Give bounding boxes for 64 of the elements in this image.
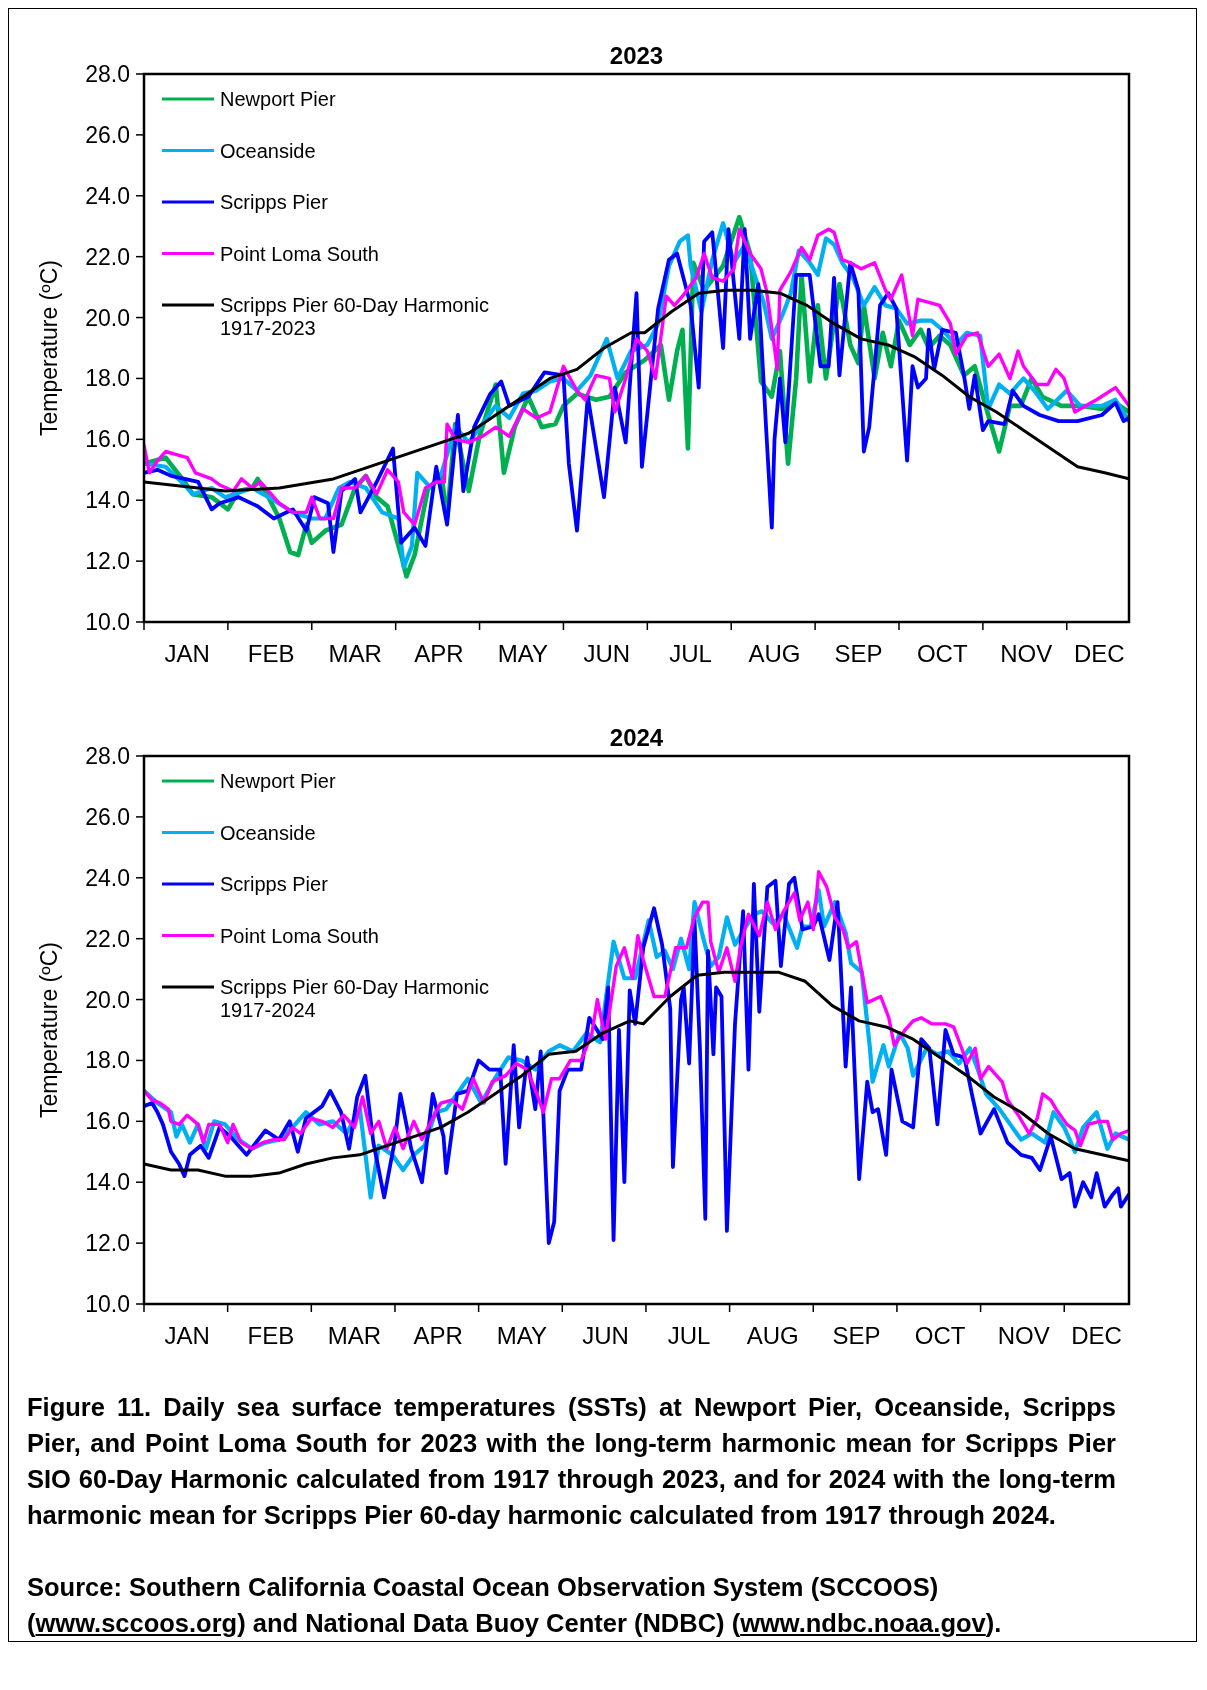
y-axis-title: Temperature (ºC) (36, 260, 62, 436)
legend-label: Oceanside (220, 821, 316, 844)
x-tick-label: SEP (834, 640, 883, 667)
y-tick-label: 28.0 (85, 743, 130, 770)
y-tick-label: 12.0 (85, 548, 130, 575)
y-tick-label: 22.0 (85, 243, 130, 270)
x-tick-label: MAY (496, 1322, 547, 1349)
y-tick-label: 28.0 (85, 61, 130, 88)
x-tick-label: AUG (746, 1322, 799, 1349)
x-tick-label: OCT (916, 640, 968, 667)
y-tick-label: 26.0 (85, 803, 130, 830)
y-tick-label: 20.0 (85, 986, 130, 1013)
line-series (144, 288, 1129, 493)
x-tick-label: APR (414, 640, 464, 667)
x-tick-label: JAN (164, 640, 210, 667)
y-tick-label: 10.0 (85, 609, 130, 636)
y-axis-title: Temperature (ºC) (36, 942, 62, 1118)
source-note: Source: Southern California Coastal Ocean Observation System (SCCOOS) (www.sccoos.org) and National Data Buoy Center (NDBC) (www.ndbc.noaa.gov). (27, 1573, 1002, 1637)
line-series (144, 869, 1129, 1151)
line-series (144, 875, 1129, 1246)
y-tick-label: 10.0 (85, 1291, 130, 1318)
x-tick-label: MAR (328, 640, 382, 667)
x-tick-label: FEB (247, 640, 295, 667)
x-tick-label: MAY (497, 640, 548, 667)
x-tick-label: FEB (247, 1322, 295, 1349)
chart-title: 2023 (609, 42, 664, 69)
legend-label: Point Loma South (220, 242, 379, 265)
x-tick-label: MAR (327, 1322, 382, 1349)
x-tick-label: JUN (583, 640, 631, 667)
line-series (144, 970, 1129, 1178)
x-tick-label: OCT (914, 1322, 966, 1349)
x-tick-label: DEC (1073, 640, 1125, 667)
y-tick-label: 26.0 (85, 121, 130, 148)
y-tick-label: 22.0 (85, 925, 130, 952)
legend-label: Newport Pier (220, 88, 336, 110)
caption: Figure 11. Daily sea surface temperatures (SSTs) at Newport Pier, Oceanside, Scripps Pier, and Point Loma South for 2023 with the long-term harmonic mean for Scripps Pier SIO 60-Day Harmonic calculated from 1917 through 2023, and for 2024 with the long-term harmonic mean for Scripps Pier 60-day harmonic calculated from 1917 through 2024. (27, 1393, 1116, 1529)
legend-label: Scripps Pier 60-Day Harmonic 1917-2024 (220, 976, 489, 1021)
y-tick-label: 16.0 (85, 1108, 130, 1135)
x-tick-label: JUL (667, 1322, 711, 1349)
y-tick-label: 16.0 (85, 426, 130, 453)
x-tick-label: NOV (997, 1322, 1050, 1349)
y-tick-label: 24.0 (85, 182, 130, 209)
legend-label: Scripps Pier 60-Day Harmonic 1917-2023 (220, 294, 489, 339)
x-tick-label: APR (413, 1322, 463, 1349)
y-tick-label: 14.0 (85, 487, 130, 514)
chart-title: 2024 (609, 724, 664, 751)
y-tick-label: 24.0 (85, 864, 130, 891)
y-tick-label: 12.0 (85, 1230, 130, 1257)
x-tick-label: SEP (832, 1322, 881, 1349)
legend-label: Oceanside (220, 139, 316, 162)
x-tick-label: JUN (582, 1322, 629, 1349)
x-tick-label: NOV (1000, 640, 1053, 667)
legend-label: Newport Pier (220, 770, 336, 792)
x-tick-label: JAN (164, 1322, 210, 1349)
x-tick-label: DEC (1071, 1322, 1122, 1349)
y-tick-label: 18.0 (85, 365, 130, 392)
x-tick-label: AUG (748, 640, 801, 667)
y-tick-label: 20.0 (85, 304, 130, 331)
legend-label: Scripps Pier (220, 191, 329, 213)
y-tick-label: 14.0 (85, 1169, 130, 1196)
x-tick-label: JUL (669, 640, 712, 667)
legend-label: Scripps Pier (220, 873, 329, 895)
y-tick-label: 18.0 (85, 1047, 130, 1074)
legend-label: Point Loma South (220, 924, 379, 947)
